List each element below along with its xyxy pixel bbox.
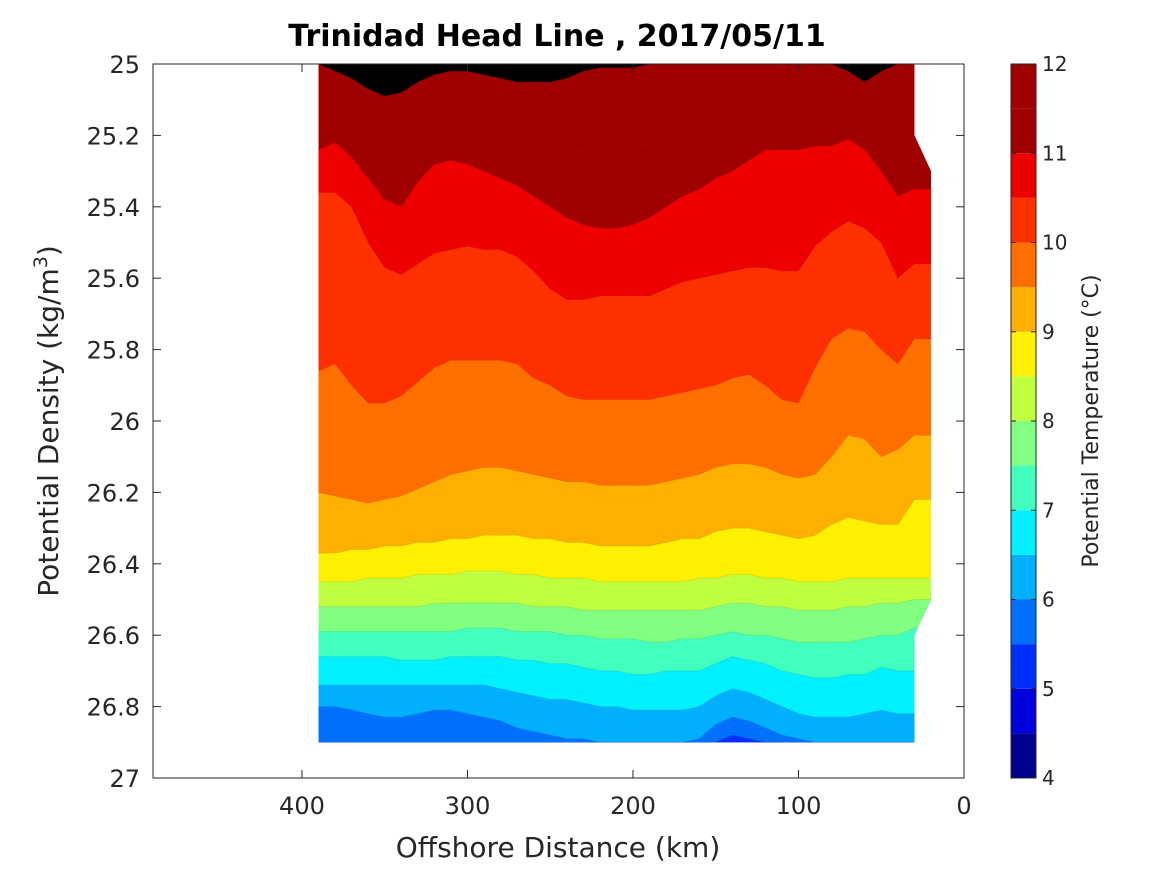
colorbar-tick-label: 9	[1042, 320, 1055, 344]
x-tick-label: 200	[610, 792, 656, 820]
isotherm-line	[318, 627, 931, 643]
y-tick-label: 25.8	[87, 337, 140, 365]
colorbar-swatch	[1011, 465, 1036, 511]
y-tick-label: 25	[109, 51, 140, 79]
isotherm-line	[318, 656, 931, 679]
colorbar-ticks: 4 5 6 7 8 9 10 11 12	[1011, 52, 1067, 790]
x-tick-label: 100	[776, 792, 822, 820]
colorbar-tick-label: 6	[1042, 588, 1055, 612]
y-axis-label: Potential Density (kg/m3)	[30, 245, 65, 597]
colorbar-swatch	[1011, 688, 1036, 734]
colorbar-swatch	[1011, 421, 1036, 466]
y-tick-label: 26.4	[87, 551, 140, 579]
y-tick-label: 25.6	[87, 265, 140, 293]
colorbar-swatch	[1011, 376, 1036, 421]
colorbar-tick-label: 10	[1042, 231, 1067, 255]
colorbar-tick-label: 5	[1042, 677, 1055, 701]
isotherm-line	[318, 138, 931, 229]
contour-lines	[318, 64, 931, 743]
isotherm-line	[318, 499, 931, 554]
y-tick-label: 25.2	[87, 122, 140, 150]
colorbar-swatch	[1011, 153, 1036, 198]
colorbar-tick-label: 12	[1042, 52, 1067, 76]
y-axis-label-superscript: 3	[30, 256, 52, 268]
y-tick-label: 26.6	[87, 622, 140, 650]
colorbar-tick-label: 8	[1042, 409, 1055, 433]
isotherm-line	[318, 684, 931, 718]
y-axis-label-main: Potential Density (kg/m	[32, 268, 65, 597]
colorbar-label: Potential Temperature (°C)	[1079, 274, 1104, 567]
isotherm-line	[318, 434, 931, 504]
isotherm-line	[318, 64, 931, 97]
isotherm-line	[318, 706, 931, 743]
colorbar-swatch	[1011, 554, 1036, 600]
colorbar-swatch	[1011, 108, 1036, 154]
colorbar	[1011, 64, 1036, 778]
x-axis-label: Offshore Distance (km)	[396, 831, 721, 864]
isotherm-line	[318, 64, 931, 154]
chart-title: Trinidad Head Line , 2017/05/11	[288, 19, 825, 54]
colorbar-swatch	[1011, 331, 1036, 377]
y-tick-label: 25.4	[87, 194, 140, 222]
contour-field	[318, 64, 931, 743]
y-axis-label-close: )	[32, 245, 65, 256]
isotherm-line	[318, 192, 931, 301]
colorbar-swatch	[1011, 197, 1036, 243]
colorbar-swatch	[1011, 599, 1036, 645]
x-tick-label: 0	[956, 792, 971, 820]
colorbar-swatch	[1011, 64, 1036, 109]
x-tick-label: 400	[279, 792, 325, 820]
x-tick-label: 300	[445, 792, 491, 820]
y-tick-label: 26	[109, 408, 140, 436]
colorbar-swatch	[1011, 242, 1036, 288]
colorbar-swatch	[1011, 733, 1036, 778]
x-axis-ticks: 400 300 200 100 0	[279, 64, 972, 820]
colorbar-tick-label: 4	[1042, 766, 1055, 790]
y-tick-label: 26.2	[87, 479, 140, 507]
isotherm-line	[318, 570, 931, 583]
isotherm-line	[318, 599, 931, 611]
colorbar-swatch	[1011, 287, 1036, 332]
colorbar-tick-label: 7	[1042, 498, 1055, 522]
isotherm-line	[318, 327, 931, 404]
colorbar-swatch	[1011, 644, 1036, 689]
colorbar-swatch	[1011, 510, 1036, 555]
y-tick-label: 27	[109, 765, 140, 793]
isotherm-band	[318, 64, 931, 154]
y-axis-ticks: 25 25.2 25.4 25.6 25.8 26 26.2 26.4 26.6 26.8 27	[87, 51, 964, 793]
y-tick-label: 26.8	[87, 694, 140, 722]
colorbar-tick-label: 11	[1042, 141, 1067, 165]
